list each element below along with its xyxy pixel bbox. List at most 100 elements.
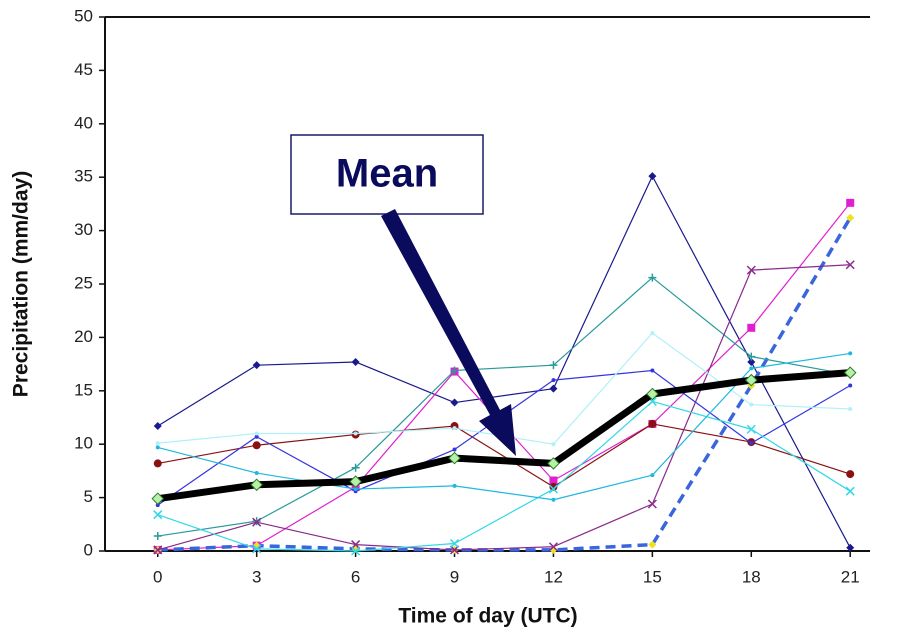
y-axis-title: Precipitation (mm/day) xyxy=(10,171,33,397)
y-tick-label: 45 xyxy=(74,60,93,79)
y-tick-label: 50 xyxy=(74,6,93,25)
y-tick-label: 10 xyxy=(74,434,93,453)
marker xyxy=(848,406,853,411)
series-line xyxy=(157,276,851,537)
marker xyxy=(155,503,160,508)
marker xyxy=(353,431,358,436)
y-tick-label: 40 xyxy=(74,113,93,132)
marker xyxy=(548,542,558,552)
marker xyxy=(749,402,754,407)
marker xyxy=(648,172,657,181)
marker xyxy=(250,478,263,492)
marker xyxy=(452,426,457,431)
x-tick-label: 0 xyxy=(153,567,162,586)
series-line xyxy=(157,175,851,549)
x-tick-label: 6 xyxy=(351,567,360,586)
annotation-arrow xyxy=(381,209,516,456)
marker xyxy=(547,457,560,470)
marker xyxy=(351,357,360,366)
y-tick-label: 30 xyxy=(74,220,93,239)
series-line xyxy=(157,400,851,552)
marker xyxy=(153,545,163,555)
plot-area: 0 5 10 15 20 25 30 35 40 45 50 0 3 6 9 12 15 18 21 xyxy=(74,6,870,586)
marker xyxy=(843,366,857,379)
marker xyxy=(450,398,459,407)
marker xyxy=(452,447,457,452)
annotation-text: Mean xyxy=(336,152,438,196)
marker xyxy=(549,384,558,393)
marker xyxy=(747,323,756,332)
x-tick-label: 3 xyxy=(252,567,261,586)
series-line xyxy=(157,369,851,503)
marker xyxy=(155,441,160,446)
marker xyxy=(846,198,855,207)
marker xyxy=(448,451,461,465)
marker xyxy=(551,497,556,502)
series-line xyxy=(157,202,851,551)
marker xyxy=(155,445,160,450)
marker xyxy=(845,260,855,270)
annotation: Mean xyxy=(290,134,516,456)
y-tick-label: 15 xyxy=(74,380,93,399)
series-line xyxy=(157,264,851,551)
series-line xyxy=(157,423,851,488)
marker xyxy=(252,544,262,554)
series-line xyxy=(157,216,852,552)
x-axis-title: Time of day (UTC) xyxy=(398,605,577,628)
marker xyxy=(646,387,659,401)
marker xyxy=(747,352,756,361)
y-tick-label: 25 xyxy=(74,273,93,292)
marker xyxy=(349,475,362,488)
marker xyxy=(252,441,261,450)
marker xyxy=(647,499,657,509)
marker xyxy=(744,373,758,387)
marker xyxy=(549,482,558,491)
marker xyxy=(747,357,756,366)
marker xyxy=(254,471,259,476)
y-tick-label: 0 xyxy=(84,540,93,559)
marker xyxy=(153,532,162,541)
marker xyxy=(548,484,558,494)
marker xyxy=(848,351,853,356)
x-tick-label: 18 xyxy=(742,567,761,586)
marker xyxy=(452,483,457,488)
marker xyxy=(551,378,556,383)
y-tick-label: 5 xyxy=(84,487,93,506)
annotation-box xyxy=(290,134,484,215)
marker xyxy=(551,442,556,447)
marker xyxy=(450,366,459,375)
marker xyxy=(749,366,754,371)
x-tick-label: 21 xyxy=(841,567,860,586)
marker xyxy=(153,459,162,468)
marker xyxy=(153,422,162,431)
marker xyxy=(848,383,853,388)
marker xyxy=(252,361,261,370)
marker xyxy=(650,368,655,373)
x-tick-label: 9 xyxy=(450,567,459,586)
series-line xyxy=(157,352,851,501)
marker xyxy=(549,361,558,370)
marker xyxy=(749,441,754,446)
marker xyxy=(648,540,657,549)
marker xyxy=(254,431,259,436)
marker xyxy=(845,486,855,496)
marker xyxy=(846,213,855,222)
marker xyxy=(351,546,361,556)
y-tick-label: 35 xyxy=(74,167,93,186)
marker xyxy=(254,434,259,439)
marker xyxy=(846,470,855,479)
y-tick-label: 20 xyxy=(74,327,93,346)
marker xyxy=(648,419,657,428)
marker xyxy=(252,517,262,527)
marker xyxy=(353,487,358,492)
marker xyxy=(648,273,657,282)
marker xyxy=(351,463,360,472)
marker xyxy=(746,424,756,434)
marker xyxy=(351,540,361,550)
marker xyxy=(549,476,558,485)
marker xyxy=(449,545,460,555)
marker xyxy=(151,492,165,505)
marker xyxy=(650,331,655,336)
marker xyxy=(153,510,163,520)
